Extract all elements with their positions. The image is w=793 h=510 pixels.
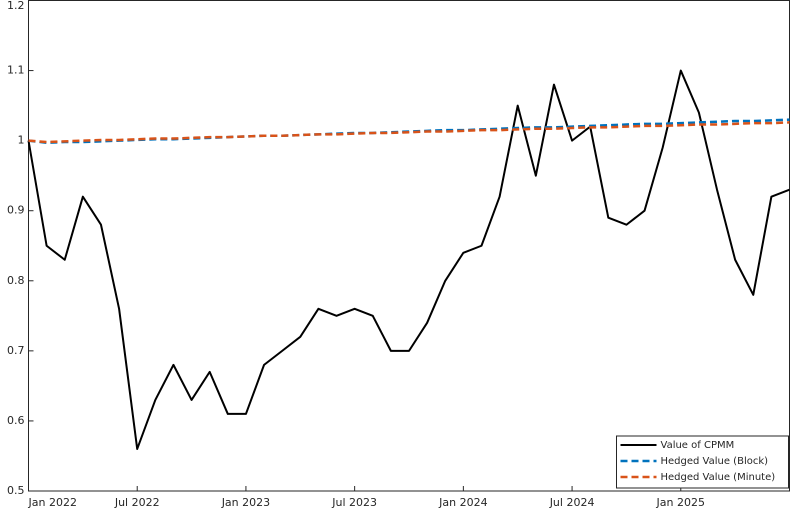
y-tick-label: 1.1: [7, 64, 25, 77]
legend: Value of CPMM Hedged Value (Block) Hedged …: [616, 435, 789, 489]
series-line: [28, 121, 790, 144]
legend-label: Hedged Value (Block): [661, 456, 769, 467]
x-tick-label: Jul 2022: [114, 496, 160, 509]
y-tick-label: 1.2: [7, 0, 25, 12]
x-tick-label: Jan 2022: [28, 496, 77, 509]
legend-label: Value of CPMM: [661, 440, 735, 451]
legend-label: Hedged Value (Minute): [661, 472, 776, 483]
y-tick-label: 0.6: [7, 414, 25, 427]
axes-box: [28, 0, 790, 492]
x-tick-label: Jul 2024: [549, 496, 595, 509]
y-tick-label: 0.5: [7, 484, 25, 497]
y-tick-label: 0.9: [7, 204, 25, 217]
y-tick-label: 0.8: [7, 274, 25, 287]
series-line: [27, 69, 790, 450]
x-tick-label: Jan 2025: [656, 496, 705, 509]
x-tick-label: Jan 2024: [438, 496, 487, 509]
y-tick-label: 1: [18, 134, 25, 147]
x-tick-label: Jan 2023: [221, 496, 270, 509]
x-tick-label: Jul 2023: [331, 496, 377, 509]
y-tick-label: 0.7: [7, 344, 25, 357]
